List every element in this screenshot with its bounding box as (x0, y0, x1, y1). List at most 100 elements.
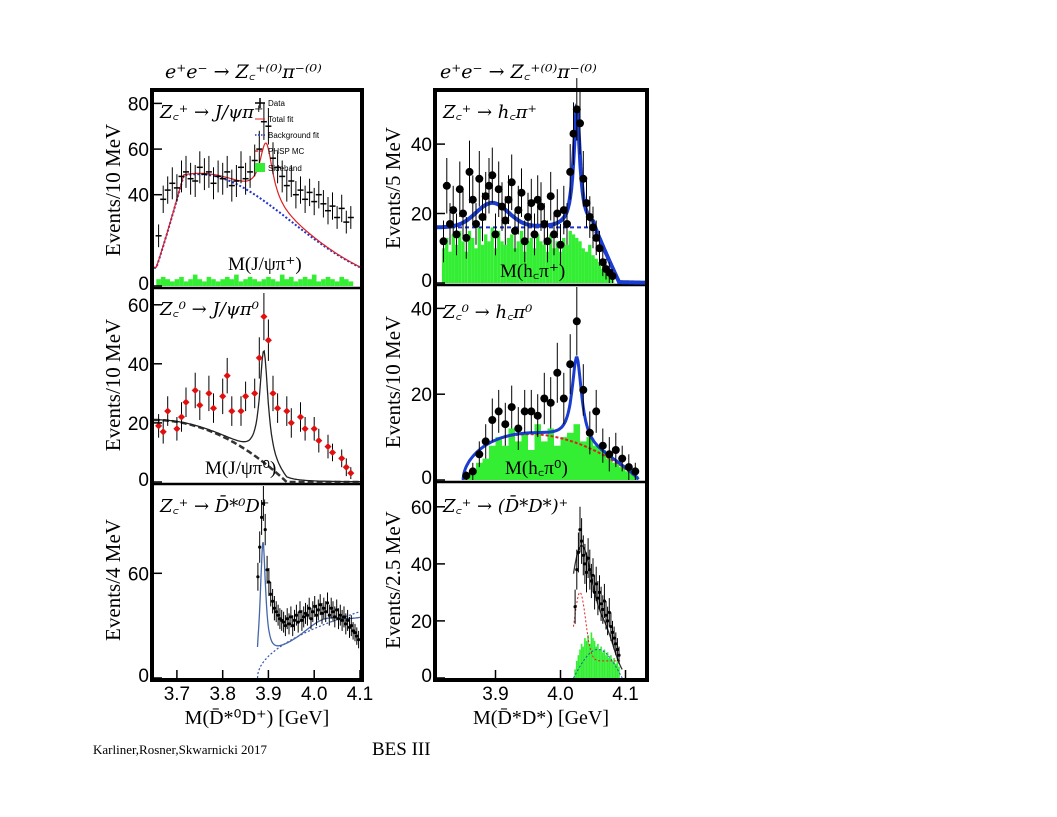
data-point (446, 220, 454, 228)
sideband-bar (454, 244, 459, 283)
sideband-bar (558, 251, 563, 283)
sideband-bar (270, 279, 276, 286)
legend-phsp: PHSP MC (268, 147, 305, 156)
sideband-bar (614, 663, 617, 678)
sideband-bar (549, 234, 553, 283)
data-point (582, 199, 591, 208)
sideband-bar (302, 276, 308, 286)
panel-p1: 80 60 40 0 Events/10 MeV Z꜀⁺ → J/ψπ⁺ M(J/ψπ⁺) (101, 94, 361, 295)
data-point (498, 202, 506, 211)
data-point (331, 610, 335, 614)
data-point (261, 501, 265, 506)
data-point (596, 596, 600, 600)
sideband-bar (477, 227, 481, 283)
panel-p6: 60 40 20 0 3.9 4.0 4.1M(D̄*D*) [GeV] Events/2.5… (381, 494, 639, 729)
sideband-bar (482, 458, 489, 480)
sideband-bar (591, 255, 595, 283)
sideband-bar (560, 437, 567, 480)
sideband-bar (541, 441, 548, 480)
sideband-bar (325, 276, 331, 286)
panel-p2: 60 40 20 0 Events/10 MeV Z꜀⁰ → J/ψπ⁰ M(J/ψπ⁰) (101, 293, 360, 491)
sideband-bar (339, 276, 344, 286)
y-tick-label: 40 (411, 135, 432, 156)
data-point (488, 416, 497, 424)
data-point (475, 450, 484, 459)
header-left-text: e⁺e⁻ → Z꜀⁺⁽⁰⁾π⁻⁽⁰⁾ (165, 61, 322, 83)
data-point (315, 437, 323, 445)
x-tick-label: 3.8 (209, 684, 235, 705)
data-point (260, 515, 264, 520)
sideband-bar (252, 279, 257, 286)
data-point (494, 407, 503, 416)
data-point (223, 372, 231, 380)
sideband-bar (577, 655, 580, 678)
y-axis-label: Events/10 MeV (101, 319, 125, 451)
y-tick-label: 40 (128, 355, 149, 376)
data-point (611, 446, 620, 454)
data-point (579, 174, 588, 183)
sideband-bar (497, 230, 501, 283)
data-point (263, 528, 267, 532)
data-point (285, 617, 289, 621)
sideband-bar (597, 262, 602, 283)
data-point (605, 450, 614, 459)
data-point (511, 226, 519, 235)
sideband-bar (284, 279, 290, 286)
data-point (631, 467, 640, 476)
data-point (575, 568, 579, 572)
sideband-bar (229, 279, 235, 286)
sideband-bar (234, 274, 239, 286)
total-fit-curve (154, 142, 361, 268)
experiment-label: BES III (372, 739, 431, 760)
sideband-bar (293, 281, 299, 286)
data-point (274, 610, 278, 614)
data-point (520, 407, 529, 416)
panel-title: Z꜀⁺ → h꜀π⁺ (442, 102, 537, 123)
panel-title: Z꜀⁺ → D̄*⁰D⁺ (159, 494, 269, 517)
data-point (563, 220, 571, 228)
sideband-bar (606, 652, 609, 678)
sideband-bar (552, 248, 556, 283)
y-tick-label: 40 (128, 186, 149, 207)
sideband-bar (534, 424, 541, 480)
sideband-bar (311, 274, 317, 286)
sideband-bar (598, 649, 601, 678)
x-tick-label: 3.9 (482, 684, 508, 705)
sideband-bar (516, 241, 520, 283)
sideband-bar (461, 241, 465, 283)
data-point (462, 471, 471, 480)
y-tick-label: 0 (421, 468, 432, 489)
data-point (566, 167, 575, 176)
data-point (260, 313, 268, 321)
data-point (576, 119, 584, 128)
sideband-bar (480, 244, 485, 283)
data-point (488, 171, 497, 180)
data-point (325, 601, 330, 605)
legend-background: Background fit (268, 131, 320, 140)
sideband-bar (316, 281, 322, 286)
sideband-bar (580, 643, 583, 678)
sideband-bar (489, 445, 496, 480)
data-point (155, 422, 163, 430)
data-point (282, 620, 286, 624)
data-point (344, 622, 348, 626)
data-point (267, 580, 271, 584)
sideband-bar (238, 281, 244, 286)
sideband-bar (521, 432, 528, 480)
sideband-bar (247, 276, 253, 286)
data-point (242, 392, 250, 400)
sideband-bar (582, 646, 584, 678)
header-left: e⁺e⁻ → Z꜀⁺⁽⁰⁾π⁻⁽⁰⁾ (165, 58, 322, 84)
sideband-bar (500, 241, 504, 283)
data-point (355, 634, 359, 638)
data-point (340, 618, 344, 623)
sideband-bar (599, 450, 606, 480)
panel-title: Z꜀⁺ → J/ψπ⁺ (159, 102, 264, 123)
sideband-bar (581, 248, 585, 283)
y-axis-label: Events/4 MeV (101, 519, 125, 641)
legend: Data Total fit Background fit PHSP MC Si… (255, 98, 320, 173)
data-point (602, 599, 607, 603)
data-point (598, 258, 607, 267)
data-point (585, 213, 594, 221)
